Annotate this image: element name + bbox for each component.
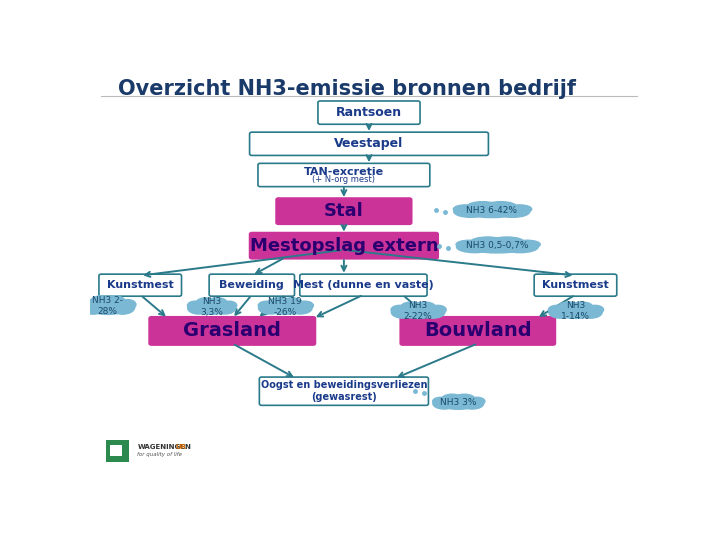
Text: Kunstmest: Kunstmest bbox=[542, 280, 609, 290]
FancyBboxPatch shape bbox=[259, 377, 428, 406]
Ellipse shape bbox=[119, 300, 136, 309]
FancyBboxPatch shape bbox=[250, 132, 488, 156]
Text: NH3 2-
28%: NH3 2- 28% bbox=[92, 296, 123, 316]
Text: Overzicht NH3-emissie bronnen bedrijf: Overzicht NH3-emissie bronnen bedrijf bbox=[118, 79, 576, 99]
Text: NH3 6-42%: NH3 6-42% bbox=[467, 206, 517, 215]
Ellipse shape bbox=[433, 397, 449, 406]
Text: Veestapel: Veestapel bbox=[334, 137, 404, 150]
Ellipse shape bbox=[514, 240, 540, 249]
Text: Mestopslag extern: Mestopslag extern bbox=[250, 237, 438, 255]
Ellipse shape bbox=[571, 302, 593, 313]
Text: NH3
2-22%: NH3 2-22% bbox=[404, 301, 433, 321]
Ellipse shape bbox=[549, 305, 565, 314]
FancyBboxPatch shape bbox=[400, 317, 555, 345]
Text: NH3
3,3%: NH3 3,3% bbox=[200, 297, 223, 317]
FancyBboxPatch shape bbox=[110, 445, 122, 456]
Ellipse shape bbox=[454, 394, 475, 404]
Ellipse shape bbox=[587, 305, 603, 314]
Ellipse shape bbox=[258, 302, 282, 314]
Ellipse shape bbox=[86, 298, 130, 314]
Ellipse shape bbox=[549, 306, 572, 318]
Ellipse shape bbox=[490, 237, 524, 247]
FancyBboxPatch shape bbox=[258, 163, 430, 187]
Ellipse shape bbox=[421, 306, 445, 318]
Text: TAN-excretie: TAN-excretie bbox=[304, 167, 384, 177]
Ellipse shape bbox=[268, 298, 290, 308]
Ellipse shape bbox=[553, 303, 598, 319]
Ellipse shape bbox=[456, 240, 482, 249]
Ellipse shape bbox=[413, 302, 436, 313]
Text: Stal: Stal bbox=[324, 202, 364, 220]
FancyBboxPatch shape bbox=[534, 274, 617, 296]
Ellipse shape bbox=[400, 302, 423, 313]
Ellipse shape bbox=[207, 298, 228, 308]
Ellipse shape bbox=[454, 206, 487, 217]
Text: NH3 0,5-0,7%: NH3 0,5-0,7% bbox=[466, 241, 528, 250]
FancyBboxPatch shape bbox=[276, 198, 412, 224]
FancyBboxPatch shape bbox=[209, 274, 294, 296]
FancyBboxPatch shape bbox=[106, 440, 128, 462]
Ellipse shape bbox=[437, 396, 480, 409]
Ellipse shape bbox=[288, 302, 312, 314]
Ellipse shape bbox=[91, 296, 112, 308]
Ellipse shape bbox=[196, 298, 216, 308]
Ellipse shape bbox=[461, 398, 484, 409]
Ellipse shape bbox=[103, 296, 125, 308]
Ellipse shape bbox=[467, 201, 498, 212]
Text: NH3
1-14%: NH3 1-14% bbox=[561, 301, 590, 321]
Ellipse shape bbox=[297, 301, 313, 310]
FancyBboxPatch shape bbox=[250, 233, 438, 259]
Text: Mest (dunne en vaste): Mest (dunne en vaste) bbox=[293, 280, 433, 290]
Ellipse shape bbox=[558, 302, 580, 313]
Ellipse shape bbox=[81, 300, 98, 309]
Ellipse shape bbox=[429, 305, 446, 314]
Text: Oogst en beweidingsverliezen
(gewasrest): Oogst en beweidingsverliezen (gewasrest) bbox=[261, 380, 427, 402]
Text: Beweiding: Beweiding bbox=[220, 280, 284, 290]
Ellipse shape bbox=[508, 205, 531, 213]
Ellipse shape bbox=[111, 301, 135, 314]
Text: NH3 3%: NH3 3% bbox=[440, 398, 477, 407]
Ellipse shape bbox=[188, 302, 209, 314]
Text: Kunstmest: Kunstmest bbox=[107, 280, 174, 290]
Text: WAGENINGEN: WAGENINGEN bbox=[138, 443, 192, 449]
Ellipse shape bbox=[471, 237, 505, 247]
Ellipse shape bbox=[485, 201, 517, 212]
Ellipse shape bbox=[222, 301, 237, 310]
Ellipse shape bbox=[187, 301, 202, 310]
FancyBboxPatch shape bbox=[300, 274, 427, 296]
Ellipse shape bbox=[460, 203, 523, 218]
FancyBboxPatch shape bbox=[318, 101, 420, 124]
Text: UR: UR bbox=[176, 443, 186, 449]
Ellipse shape bbox=[456, 241, 493, 253]
Text: Rantsoen: Rantsoen bbox=[336, 106, 402, 119]
Text: for quality of life: for quality of life bbox=[138, 453, 182, 457]
FancyBboxPatch shape bbox=[149, 317, 315, 345]
Ellipse shape bbox=[81, 301, 105, 314]
Ellipse shape bbox=[469, 397, 485, 406]
Ellipse shape bbox=[463, 239, 532, 253]
FancyBboxPatch shape bbox=[99, 274, 181, 296]
Text: (+ N-org mest): (+ N-org mest) bbox=[312, 176, 375, 185]
Ellipse shape bbox=[281, 298, 303, 308]
Ellipse shape bbox=[496, 206, 530, 217]
Ellipse shape bbox=[258, 301, 275, 310]
Text: Grasland: Grasland bbox=[184, 321, 282, 340]
Ellipse shape bbox=[395, 303, 441, 319]
Ellipse shape bbox=[392, 306, 415, 318]
Ellipse shape bbox=[263, 299, 308, 314]
Ellipse shape bbox=[502, 241, 538, 253]
Text: NH3 19
-26%: NH3 19 -26% bbox=[269, 297, 302, 317]
Ellipse shape bbox=[433, 398, 456, 409]
Ellipse shape bbox=[192, 299, 232, 314]
Ellipse shape bbox=[441, 394, 463, 404]
Ellipse shape bbox=[454, 205, 477, 213]
Ellipse shape bbox=[578, 306, 602, 318]
Ellipse shape bbox=[215, 302, 235, 314]
Text: Bouwland: Bouwland bbox=[424, 321, 531, 340]
Ellipse shape bbox=[391, 305, 408, 314]
